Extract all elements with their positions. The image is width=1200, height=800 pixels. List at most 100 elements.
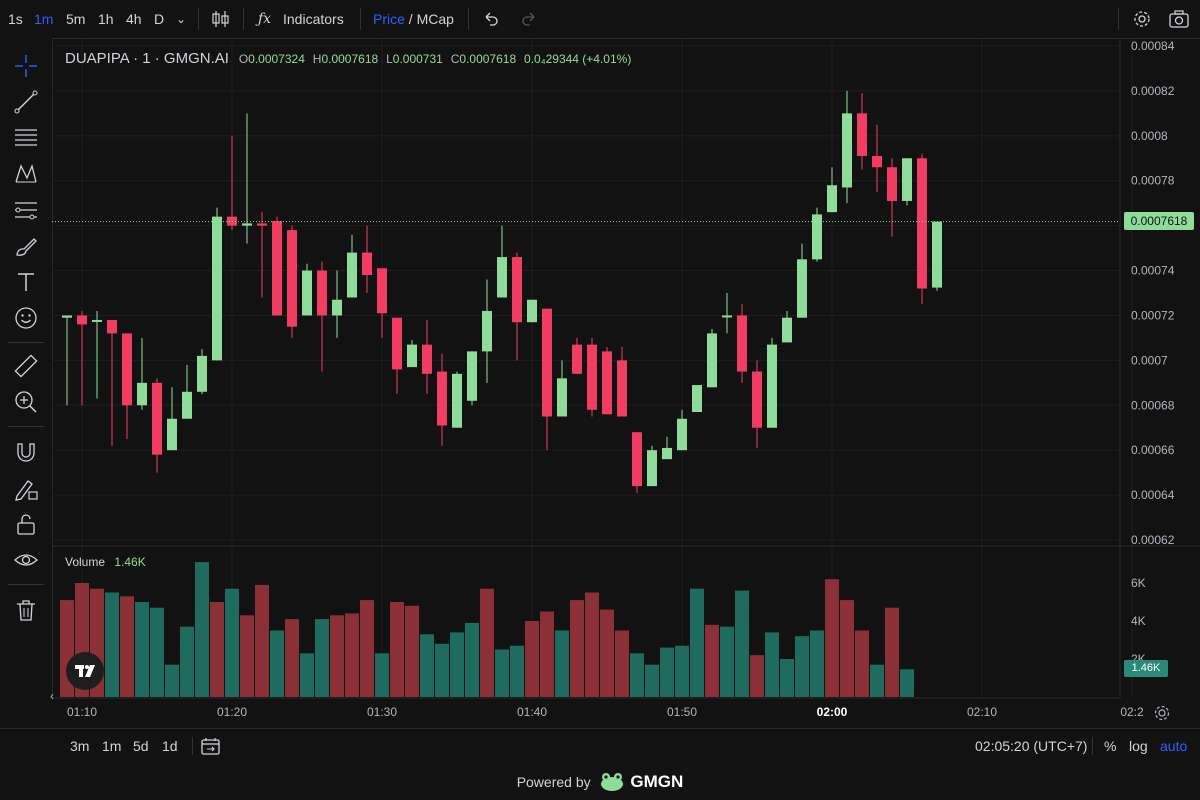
unlock-icon[interactable]	[12, 510, 40, 538]
candle-body	[347, 252, 357, 298]
symbol-title[interactable]: DUAPIPA · 1 · GMGN.AI	[65, 50, 229, 67]
volume-bar	[900, 669, 914, 697]
volume-bars	[60, 562, 914, 697]
camera-icon[interactable]	[1168, 9, 1190, 29]
volume-label[interactable]: Volume	[65, 555, 106, 569]
volume-bar	[315, 619, 329, 697]
close-label: C	[450, 52, 460, 66]
scroll-left-chevron-icon[interactable]: ‹	[50, 689, 54, 703]
volume-bar	[645, 664, 659, 697]
price-mcap-toggle[interactable]: Price / MCap	[373, 0, 454, 38]
current-volume-tag: 1.46K	[1124, 660, 1168, 677]
magnet-icon[interactable]	[12, 438, 40, 466]
volume-bar	[195, 562, 209, 697]
candle-body	[317, 270, 327, 316]
range-3m[interactable]: 3m	[70, 738, 90, 754]
candle-body	[332, 299, 342, 316]
low-value: 0.000731	[392, 52, 443, 66]
candle-body	[542, 308, 552, 417]
volume-bar	[825, 579, 839, 697]
volume-bar	[675, 645, 689, 697]
volume-bar	[435, 643, 449, 697]
volume-bar	[690, 588, 704, 697]
fx-icon[interactable]: ƒx	[258, 11, 272, 27]
volume-bar	[735, 590, 749, 697]
volume-bar	[570, 600, 584, 697]
volume-bar	[330, 615, 344, 697]
interval-1s[interactable]: 1s	[8, 11, 23, 27]
range-5d[interactable]: 5d	[133, 738, 149, 754]
range-1m[interactable]: 1m	[102, 738, 122, 754]
volume-tick-label: 6K	[1131, 576, 1146, 590]
candle-body	[272, 221, 282, 316]
mcap-option[interactable]: MCap	[416, 11, 454, 27]
price-tick-label: 0.00066	[1131, 443, 1175, 457]
tradingview-logo[interactable]	[66, 652, 104, 690]
interval-1m[interactable]: 1m	[34, 11, 54, 27]
volume-bar	[135, 602, 149, 697]
trend-line-icon[interactable]	[12, 88, 40, 116]
emoji-icon[interactable]	[12, 304, 40, 332]
time-tick-label: 02:10	[967, 705, 997, 719]
lock-drawing-icon[interactable]	[12, 474, 40, 502]
volume-bar	[600, 609, 614, 697]
redo-icon[interactable]	[520, 11, 538, 27]
volume-bar	[795, 636, 809, 697]
high-label: H	[312, 52, 322, 66]
interval-5m[interactable]: 5m	[66, 11, 86, 27]
interval-4h[interactable]: 4h	[126, 11, 142, 27]
interval-dropdown-chevron-icon[interactable]: ⌄	[176, 12, 187, 26]
candle-body	[737, 315, 747, 372]
log-toggle[interactable]: log	[1129, 738, 1148, 754]
indicators-button[interactable]: Indicators	[283, 11, 344, 27]
volume-bar	[870, 664, 884, 697]
clock-timezone[interactable]: 02:05:20 (UTC+7)	[975, 738, 1088, 754]
pattern-icon[interactable]	[12, 160, 40, 188]
range-1d[interactable]: 1d	[162, 738, 178, 754]
time-tick-label: 01:20	[217, 705, 247, 719]
bottombar-divider	[1092, 737, 1093, 755]
undo-icon[interactable]	[482, 11, 500, 27]
price-axis[interactable]: 0.000840.000820.00080.000780.000760.0007…	[1131, 39, 1175, 547]
price-tick-label: 0.0008	[1131, 129, 1168, 143]
horizontal-lines-icon[interactable]	[12, 124, 40, 152]
auto-toggle[interactable]: auto	[1160, 738, 1188, 754]
fib-retracement-icon[interactable]	[12, 196, 40, 224]
candle-body	[872, 156, 882, 168]
volume-bar	[150, 607, 164, 697]
zoom-in-icon[interactable]	[12, 388, 40, 416]
time-axis[interactable]: 01:10 01:20 01:30 01:40 01:50 02:00 02:10 02:2	[67, 705, 1144, 719]
percent-toggle[interactable]: %	[1104, 738, 1117, 754]
close-value: 0.0007618	[459, 52, 517, 66]
candles	[62, 90, 942, 493]
volume-bar	[300, 653, 314, 697]
volume-bar	[375, 653, 389, 697]
trash-icon[interactable]	[12, 596, 40, 624]
candle-body	[587, 344, 597, 410]
brush-icon[interactable]	[12, 232, 40, 260]
ruler-icon[interactable]	[12, 352, 40, 380]
time-axis-settings-gear-icon[interactable]	[1154, 705, 1170, 721]
crosshair-icon[interactable]	[12, 52, 40, 80]
high-value: 0.0007618	[321, 52, 379, 66]
eye-icon[interactable]	[12, 546, 40, 574]
interval-1h[interactable]: 1h	[98, 11, 114, 27]
volume-bar	[705, 624, 719, 697]
volume-bar	[270, 630, 284, 697]
gmgn-brand[interactable]: GMGN	[630, 772, 684, 791]
interval-d[interactable]: D	[154, 11, 165, 27]
date-range-calendar-icon[interactable]	[200, 736, 222, 756]
candle-body	[302, 270, 312, 316]
settings-gear-icon[interactable]	[1132, 9, 1152, 29]
price-chart[interactable]: 0.000840.000820.00080.000780.000760.0007…	[0, 0, 1200, 728]
price-tick-label: 0.00068	[1131, 398, 1175, 412]
volume-bar	[165, 664, 179, 697]
text-tool-icon[interactable]	[12, 268, 40, 296]
price-tick-label: 0.0007	[1131, 353, 1168, 367]
candle-type-icon[interactable]	[210, 9, 232, 29]
candle-body	[812, 214, 822, 260]
candle-body	[677, 418, 687, 451]
volume-bar	[210, 602, 224, 697]
price-option[interactable]: Price	[373, 11, 405, 27]
